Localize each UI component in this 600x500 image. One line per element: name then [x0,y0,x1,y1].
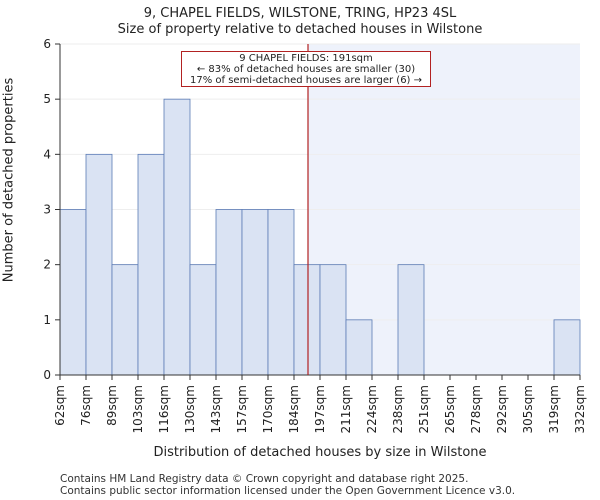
x-tick-label: 332sqm [573,385,587,433]
x-tick-label: 251sqm [417,385,431,433]
x-tick-label: 292sqm [495,385,509,433]
bar [163,98,191,376]
x-tick-label: 157sqm [235,385,249,433]
bar [319,264,347,376]
y-tick-label: 3 [43,203,51,217]
footer-line-2: Contains public sector information licen… [60,485,516,497]
x-tick-label: 305sqm [521,385,535,433]
y-tick-label: 6 [43,37,51,51]
x-tick-label: 265sqm [443,385,457,433]
x-tick-label: 76sqm [79,385,93,426]
bar [241,209,269,376]
x-tick-label: 170sqm [261,385,275,433]
chart-title: 9, CHAPEL FIELDS, WILSTONE, TRING, HP23 … [143,6,457,21]
x-tick-label: 116sqm [157,385,171,433]
bar [59,209,87,376]
y-tick-label: 2 [43,258,51,272]
x-tick-label: 211sqm [339,385,353,433]
x-tick-label: 278sqm [469,385,483,433]
footer-line-1: Contains HM Land Registry data © Crown c… [60,473,469,485]
annotation-line-1: 9 CHAPEL FIELDS: 191sqm [239,53,373,64]
x-tick-label: 143sqm [209,385,223,433]
bar [553,319,581,376]
property-annotation-box: 9 CHAPEL FIELDS: 191sqm ← 83% of detache… [181,51,431,87]
x-tick-label: 224sqm [365,385,379,433]
bar [189,264,217,376]
x-tick-label: 319sqm [547,385,561,433]
annotation-line-3: 17% of semi-detached houses are larger (… [189,75,423,86]
x-tick-label: 238sqm [391,385,405,433]
x-tick-label: 130sqm [183,385,197,433]
x-tick-label: 89sqm [105,385,119,426]
x-tick-label: 103sqm [131,385,145,433]
x-tick-label: 184sqm [287,385,301,433]
bar [215,209,243,376]
y-tick-label: 0 [43,368,51,382]
bar [267,209,295,376]
x-axis-label: Distribution of detached houses by size … [153,445,487,460]
bar [397,264,425,376]
bar [293,264,321,376]
x-tick-label: 62sqm [53,385,67,426]
y-tick-label: 5 [43,92,51,106]
y-tick-label: 1 [43,313,51,327]
y-tick-label: 4 [43,147,51,161]
bar [85,153,113,376]
x-tick-label: 197sqm [313,385,327,433]
y-axis-label: Number of detached properties [1,77,17,283]
bar [137,153,165,376]
chart-subtitle: Size of property relative to detached ho… [117,22,483,37]
annotation-line-2: ← 83% of detached houses are smaller (30… [196,64,416,75]
bar [111,264,139,376]
bar [345,319,373,376]
